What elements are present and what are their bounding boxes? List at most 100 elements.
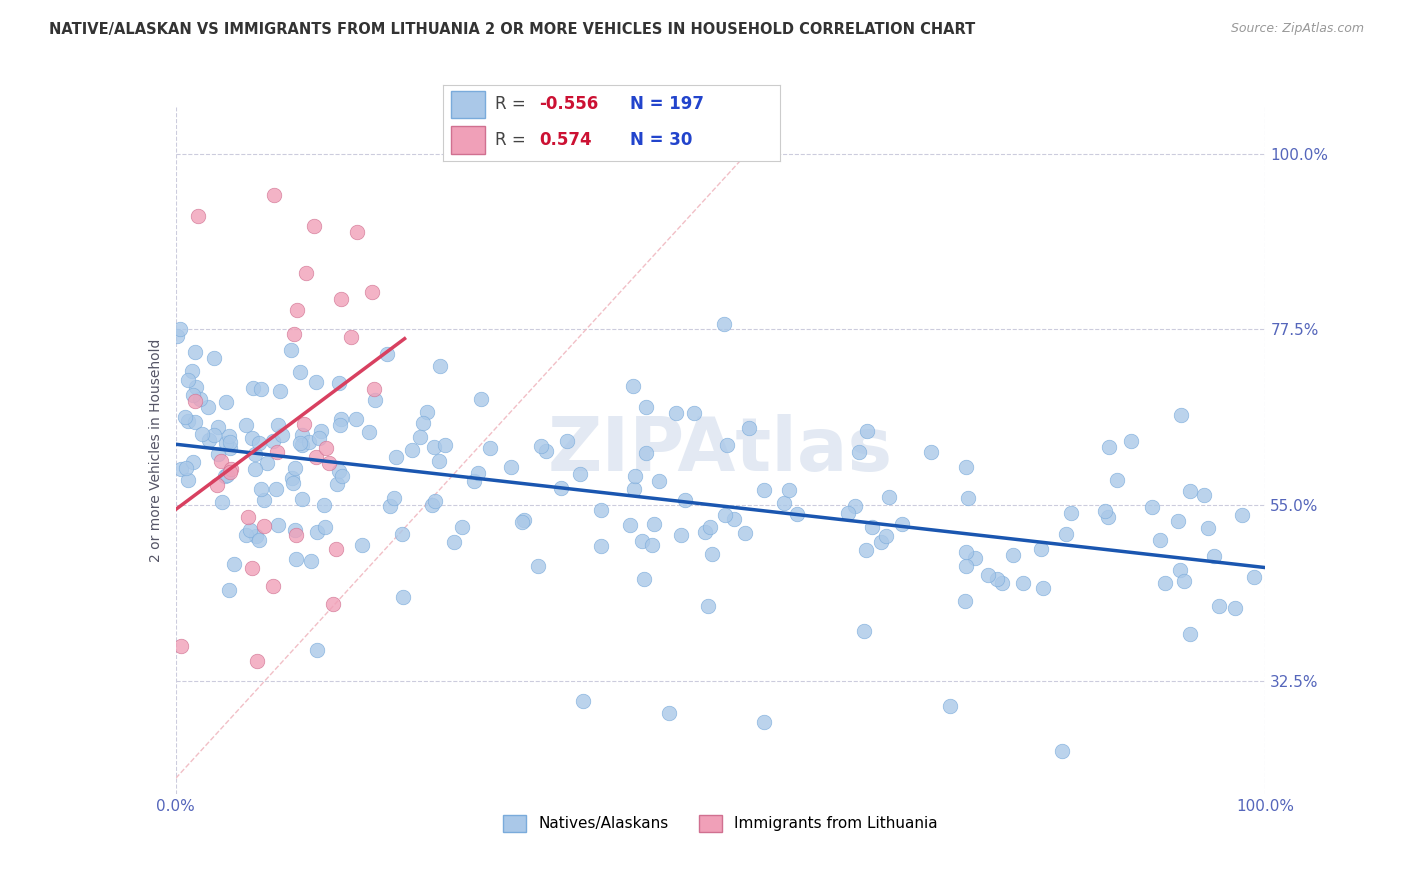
Point xyxy=(183,388,205,402)
Point xyxy=(249,382,271,396)
Point xyxy=(1178,483,1201,498)
Point xyxy=(513,512,536,526)
Point xyxy=(1032,581,1054,595)
Point xyxy=(219,462,242,476)
Point xyxy=(197,401,219,415)
Point xyxy=(658,706,681,720)
Point xyxy=(738,421,761,435)
Y-axis label: 2 or more Vehicles in Household: 2 or more Vehicles in Household xyxy=(149,339,163,562)
Point xyxy=(412,416,434,430)
Point xyxy=(920,445,942,459)
Point xyxy=(292,417,315,432)
Point xyxy=(1001,549,1024,563)
Point xyxy=(467,466,489,480)
Point xyxy=(391,527,413,541)
Point xyxy=(752,714,775,729)
Point xyxy=(305,524,328,539)
Point xyxy=(267,517,290,532)
Point xyxy=(890,517,912,532)
Point xyxy=(218,582,240,597)
Point xyxy=(1232,508,1254,523)
Point xyxy=(170,462,193,476)
Point xyxy=(207,420,229,434)
Point xyxy=(281,471,304,485)
Point xyxy=(530,439,553,453)
Point xyxy=(314,520,336,534)
Point xyxy=(247,533,270,547)
Point xyxy=(191,427,214,442)
Point xyxy=(382,491,405,505)
Point xyxy=(215,467,238,482)
Point xyxy=(1170,563,1192,577)
Point xyxy=(224,558,246,572)
Point xyxy=(284,524,307,538)
Point xyxy=(235,528,257,542)
Point xyxy=(288,365,311,379)
Point xyxy=(572,694,595,708)
Point xyxy=(510,515,533,529)
Point xyxy=(619,517,641,532)
Point xyxy=(991,575,1014,590)
Point xyxy=(352,538,374,552)
Point xyxy=(1243,570,1265,584)
FancyBboxPatch shape xyxy=(451,127,485,153)
Point xyxy=(177,373,200,387)
Point xyxy=(346,225,368,239)
Point xyxy=(479,442,502,456)
Point xyxy=(391,590,413,604)
Text: Source: ZipAtlas.com: Source: ZipAtlas.com xyxy=(1230,22,1364,36)
Text: N = 30: N = 30 xyxy=(630,131,693,149)
Point xyxy=(423,440,446,454)
Point xyxy=(305,450,328,464)
Point xyxy=(283,327,305,342)
Point xyxy=(305,375,328,389)
Point xyxy=(219,435,242,450)
Point xyxy=(643,517,665,532)
Point xyxy=(624,469,647,483)
Point xyxy=(284,527,307,541)
Point xyxy=(240,561,263,575)
Point xyxy=(463,474,485,488)
Point xyxy=(1173,574,1195,589)
Point xyxy=(965,550,987,565)
Point xyxy=(621,379,644,393)
Point xyxy=(1223,601,1246,615)
Point xyxy=(291,438,314,452)
Point xyxy=(280,343,302,357)
Point xyxy=(245,529,267,543)
Point xyxy=(285,302,308,317)
Point xyxy=(534,443,557,458)
Point xyxy=(589,539,612,553)
Point xyxy=(1180,627,1202,641)
Point xyxy=(170,639,193,653)
Point xyxy=(243,461,266,475)
Point xyxy=(1149,533,1171,547)
Point xyxy=(855,424,877,438)
Point xyxy=(623,482,645,496)
Point xyxy=(1054,526,1077,541)
Point xyxy=(957,491,980,505)
Point xyxy=(953,593,976,607)
Point xyxy=(772,496,794,510)
Point xyxy=(1140,500,1163,515)
Point xyxy=(848,445,870,459)
Point xyxy=(183,455,205,469)
Point xyxy=(318,456,340,470)
Point xyxy=(673,493,696,508)
Point xyxy=(723,512,745,526)
Point xyxy=(177,474,200,488)
Point xyxy=(186,209,209,223)
Point xyxy=(1105,473,1128,487)
Point xyxy=(266,444,288,458)
Point xyxy=(264,482,287,496)
Text: N = 197: N = 197 xyxy=(630,95,704,113)
Point xyxy=(246,654,269,668)
Point xyxy=(870,534,893,549)
Point xyxy=(699,520,721,534)
Point xyxy=(702,547,724,561)
Point xyxy=(589,503,612,517)
Point xyxy=(322,598,344,612)
Point xyxy=(207,447,229,461)
Point xyxy=(634,401,657,415)
FancyBboxPatch shape xyxy=(451,91,485,118)
